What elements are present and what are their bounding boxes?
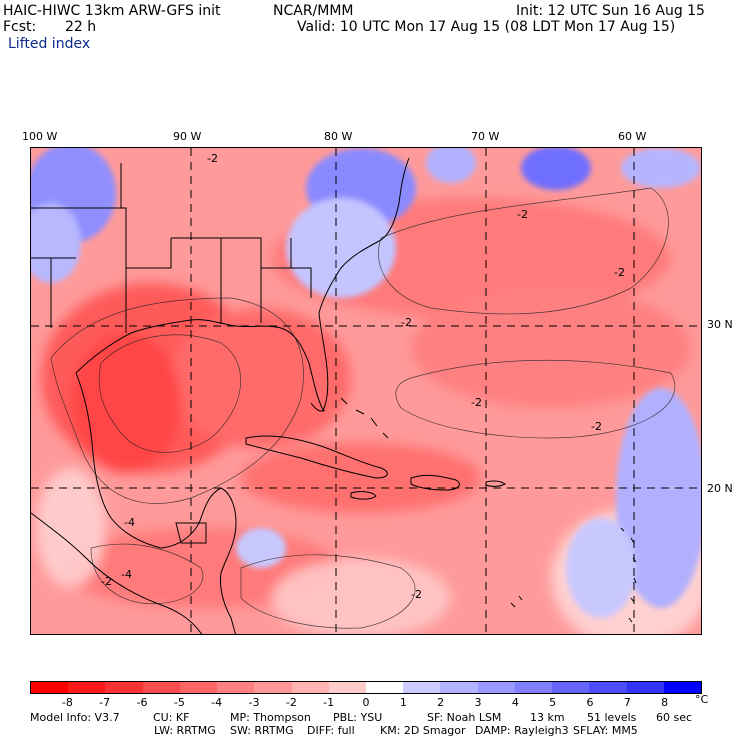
colorbar-swatch [254,682,292,693]
contour-label: -2 [591,420,602,433]
lon-label-100w: 100 W [22,130,58,143]
colorbar-tick-label: -2 [285,696,297,709]
contour-label: -2 [471,396,482,409]
colorbar-swatch [477,682,515,693]
contour-label: -2 [401,316,412,329]
colorbar-tick-label: 5 [549,696,557,709]
colorbar-tick-label: 2 [437,696,445,709]
lat-label-30n: 30 N [707,318,733,331]
model-info-pbl: PBL: YSU [333,711,383,724]
model-info-version: Model Info: V3.7 [30,711,120,724]
lon-label-60w: 60 W [618,130,647,143]
colorbar-swatch [291,682,329,693]
colorbar-swatch [403,682,441,693]
org-label: NCAR/MMM [273,3,354,19]
colorbar-tick-label: -6 [136,696,148,709]
lon-label-70w: 70 W [471,130,500,143]
init-time: Init: 12 UTC Sun 16 Aug 15 [516,3,705,19]
colorbar-swatch [589,682,627,693]
colorbar-tick-label: 1 [399,696,407,709]
colorbar-swatch [68,682,106,693]
colorbar-swatch [552,682,590,693]
colorbar-tick-label: 3 [474,696,482,709]
lon-label-80w: 80 W [324,130,353,143]
colorbar-tick-label: 0 [362,696,370,709]
model-info-damp: DAMP: Rayleigh3 [475,724,569,737]
lifted-index-map: -2 -2 -2 -2 -2 -4 -4 -2 -2 -2 [30,147,702,635]
graticule [31,148,701,634]
model-info-lw: LW: RRTMG [154,724,216,737]
model-info-mp: MP: Thompson [230,711,311,724]
colorbar-tick-label: 7 [623,696,631,709]
colorbar-swatch [328,682,366,693]
model-info-res: 13 km [530,711,565,724]
coastlines [31,157,637,634]
contour-label: -4 [121,568,132,581]
contour-label: -2 [517,208,528,221]
lat-label-20n: 20 N [707,482,733,495]
model-info-levels: 51 levels [587,711,637,724]
colorbar-tick-label: 4 [511,696,519,709]
contour-label: -2 [207,152,218,165]
colorbar-swatch [217,682,255,693]
model-info-km: KM: 2D Smagor [380,724,466,737]
contour-label-group: -2 -2 -2 -2 -2 -4 -4 -2 -2 -2 [101,152,625,601]
colorbar-tick-label: -1 [323,696,335,709]
colorbar-swatch [142,682,180,693]
colorbar-tick-label: 6 [586,696,594,709]
colorbar-swatch [105,682,143,693]
model-info-sflay: SFLAY: MM5 [573,724,638,737]
map-canvas: -2 -2 -2 -2 -2 -4 -4 -2 -2 -2 [31,148,701,634]
colorbar-swatch [626,682,664,693]
forecast-label: Fcst: [3,19,37,35]
contour-label: -2 [411,588,422,601]
colorbar-swatch [365,682,404,693]
model-info-timestep: 60 sec [656,711,693,724]
colorbar-swatch [514,682,553,693]
contour-label: -2 [614,266,625,279]
colorbar [30,681,702,694]
contours [50,187,676,629]
lon-label-90w: 90 W [173,130,202,143]
colorbar-tick-label: -5 [173,696,185,709]
model-info-cu: CU: KF [153,711,190,724]
model-info-diff: DIFF: full [307,724,355,737]
model-info-sf: SF: Noah LSM [427,711,502,724]
colorbar-tick-label: -3 [248,696,260,709]
colorbar-tick-label: -8 [61,696,73,709]
colorbar-tick-label: -4 [211,696,223,709]
colorbar-tick-label: 8 [661,696,669,709]
forecast-hour: 22 h [65,19,97,35]
colorbar-swatch [31,682,69,693]
colorbar-unit: °C [695,693,709,706]
model-title: HAIC-HIWC 13km ARW-GFS init [3,3,221,19]
contour-label: -4 [124,516,135,529]
valid-time: Valid: 10 UTC Mon 17 Aug 15 (08 LDT Mon … [297,19,676,35]
contour-label: -2 [101,575,112,588]
colorbar-swatch [663,682,701,693]
colorbar-swatch [179,682,218,693]
colorbar-tick-label: -7 [99,696,111,709]
colorbar-swatch [440,682,478,693]
stable-regions [31,148,701,618]
field-name: Lifted index [8,36,91,52]
model-info-sw: SW: RRTMG [230,724,294,737]
